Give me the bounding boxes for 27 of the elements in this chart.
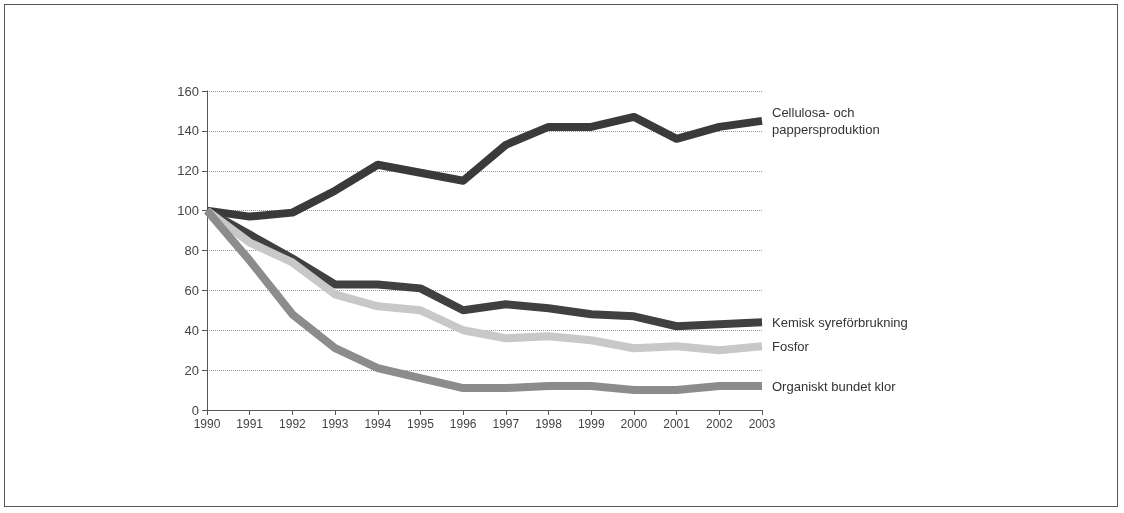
y-tick-label: 80 [184, 243, 199, 258]
x-tick-label: 1990 [193, 417, 221, 431]
x-tick-label: 1997 [492, 417, 520, 431]
series-label: Fosfor [772, 338, 810, 354]
y-tick-label: 100 [177, 203, 199, 219]
x-tick-label: 1998 [535, 417, 563, 431]
x-tick-label: 2001 [663, 417, 691, 431]
y-tick-label: 160 [177, 83, 199, 99]
x-tick-label: 1994 [364, 417, 392, 431]
y-tick-label: 140 [177, 123, 199, 139]
y-tick-label: 0 [191, 402, 199, 418]
x-tick-label: 1991 [236, 417, 264, 431]
x-tick-label: 2003 [748, 417, 776, 431]
y-tick-label: 20 [184, 362, 199, 378]
series-label: Kemisk syreförbrukning [772, 314, 908, 330]
series-label: Organiskt bundet klor [772, 378, 897, 394]
x-tick-label: 1993 [321, 417, 349, 431]
series-label: Cellulosa- och pappersproduktion [772, 104, 880, 137]
y-tick-label: 40 [184, 322, 199, 338]
y-tick-label: 120 [177, 163, 199, 179]
x-tick-label: 1996 [449, 417, 477, 431]
y-tick-label: 60 [184, 282, 199, 298]
x-tick-label: 1999 [577, 417, 605, 431]
x-tick-label: 1992 [279, 417, 307, 431]
x-tick-label: 2002 [705, 417, 733, 431]
x-tick-label: 1995 [407, 417, 435, 431]
x-tick-label: 2000 [620, 417, 648, 431]
